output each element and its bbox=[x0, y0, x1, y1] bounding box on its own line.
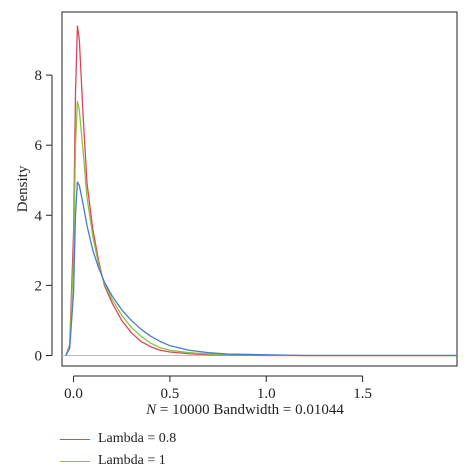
x-tick-label: 0.5 bbox=[161, 386, 180, 402]
x-axis: 0.0 0.5 1.0 1.5 bbox=[64, 375, 372, 402]
y-tick-label: 8 bbox=[35, 68, 43, 84]
y-tick-label: 6 bbox=[35, 138, 43, 154]
legend-label: Lambda = 1 bbox=[98, 453, 166, 468]
plot-frame bbox=[61, 11, 458, 367]
series-line bbox=[65, 100, 457, 357]
series-line bbox=[65, 181, 457, 357]
y-tick-label: 0 bbox=[35, 348, 43, 364]
legend-swatch-lambda-1 bbox=[60, 460, 90, 462]
series-layer bbox=[65, 25, 457, 357]
legend-label: Lambda = 0.8 bbox=[98, 431, 177, 446]
y-tick-label: 4 bbox=[35, 208, 43, 224]
series-line bbox=[65, 25, 457, 357]
x-tick-label: 1.0 bbox=[257, 386, 276, 402]
legend-item: Lambda = 1 bbox=[60, 450, 176, 472]
legend: Lambda = 0.8 Lambda = 1 bbox=[60, 428, 176, 472]
y-axis-title: Density bbox=[15, 165, 31, 212]
y-axis: 0 2 4 6 8 bbox=[35, 68, 53, 364]
y-tick-label: 2 bbox=[35, 278, 43, 294]
x-tick-label: 0.0 bbox=[64, 386, 83, 402]
x-axis-title: N = 10000 Bandwidth = 0.01044 bbox=[145, 402, 344, 418]
legend-swatch-lambda-0-8 bbox=[60, 438, 90, 440]
x-tick-label: 1.5 bbox=[353, 386, 372, 402]
legend-item: Lambda = 0.8 bbox=[60, 428, 176, 450]
